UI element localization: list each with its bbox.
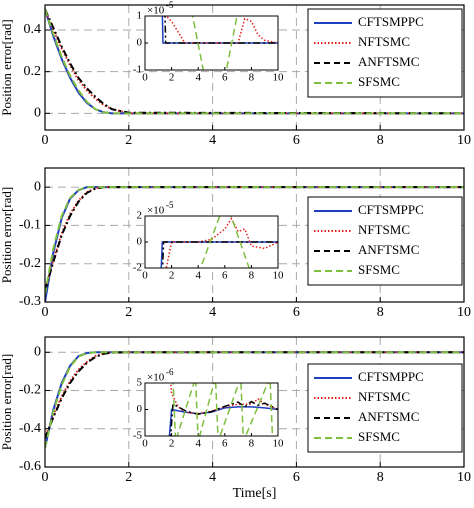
- inset-frame: [144, 15, 279, 71]
- x-tick-label: 8: [377, 133, 384, 148]
- y-tick-label: -0.1: [19, 218, 41, 233]
- legend-label: CFTSMPPC: [358, 14, 424, 29]
- inset-x-tick-label: 0: [142, 72, 148, 84]
- inset-x-tick-label: 0: [142, 270, 148, 282]
- y-tick-label: -0.3: [19, 294, 41, 309]
- inset-x-tick-label: 4: [195, 438, 201, 450]
- x-tick-label: 2: [125, 470, 132, 485]
- x-tick-label: 10: [457, 305, 471, 320]
- inset-x-tick-label: 2: [169, 270, 175, 282]
- legend-label: SFSMC: [358, 74, 400, 89]
- x-tick-label: 10: [457, 470, 471, 485]
- inset-y-tick-label: 0: [137, 236, 143, 248]
- x-tick-label: 4: [209, 133, 216, 148]
- inset-y-tick-label: 5: [137, 377, 143, 389]
- legend-label: ANFTSMC: [358, 54, 419, 69]
- y-tick-label: -0.2: [19, 383, 41, 398]
- inset-y-tick-label: 0: [137, 37, 143, 49]
- x-tick-label: 6: [293, 305, 300, 320]
- plot-frame: [44, 167, 465, 303]
- inset-x-tick-label: 10: [273, 270, 285, 282]
- inset-y-tick-label: 2: [137, 210, 143, 222]
- inset-x-tick-label: 2: [169, 438, 175, 450]
- x-tick-label: 10: [457, 133, 471, 148]
- series-line: [45, 8, 464, 115]
- x-tick-label: 0: [42, 305, 49, 320]
- x-axis-label: Time[s]: [233, 486, 277, 501]
- inset-line: [164, 16, 278, 44]
- x-tick-label: 6: [293, 133, 300, 148]
- legend-label: CFTSMPPC: [358, 369, 424, 384]
- inset-y-tick-label: 1: [137, 10, 143, 22]
- inset-multiplier: ×10: [147, 5, 165, 17]
- y-axis-label: Position error[rad]: [0, 187, 14, 283]
- inset-frame: [144, 382, 279, 437]
- plot-frame: [44, 4, 465, 131]
- y-axis-label: Position error[rad]: [0, 354, 14, 450]
- inset-multiplier: ×10: [147, 372, 165, 384]
- y-tick-label: 0: [34, 179, 41, 194]
- series-line: [45, 351, 464, 449]
- inset-x-tick-label: 0: [142, 438, 148, 450]
- inset-frame: [144, 215, 279, 269]
- inset-multiplier: ×10: [147, 205, 165, 217]
- inset-x-tick-label: 10: [273, 438, 285, 450]
- legend-label: ANFTSMC: [358, 409, 419, 424]
- inset-x-tick-label: 6: [222, 438, 228, 450]
- x-tick-label: 4: [209, 305, 216, 320]
- inset-multiplier-exponent: -5: [166, 0, 174, 10]
- x-tick-label: 0: [42, 470, 49, 485]
- inset-y-tick-label: -1: [133, 64, 142, 76]
- inset-multiplier-exponent: -6: [166, 367, 174, 377]
- x-tick-label: 2: [125, 133, 132, 148]
- plot-frame: [44, 336, 465, 468]
- inset-x-tick-label: 4: [195, 270, 201, 282]
- inset-line: [169, 400, 278, 436]
- inset-y-tick-label: -5: [133, 430, 143, 442]
- inset-x-tick-label: 6: [222, 270, 228, 282]
- inset-multiplier-exponent: -5: [166, 200, 174, 210]
- x-tick-label: 6: [293, 470, 300, 485]
- inset-x-tick-label: 8: [249, 270, 255, 282]
- y-tick-label: -0.6: [19, 459, 41, 474]
- inset-line: [199, 216, 250, 268]
- legend-label: NFTSMC: [358, 34, 410, 49]
- legend-label: SFSMC: [358, 262, 400, 277]
- series-line: [45, 8, 464, 115]
- inset-line: [165, 217, 278, 268]
- inset-y-tick-label: -2: [133, 262, 142, 274]
- y-tick-label: 0.2: [24, 64, 42, 79]
- y-tick-label: 0: [34, 345, 41, 360]
- legend-label: CFTSMPPC: [358, 202, 424, 217]
- legend-label: SFSMC: [358, 429, 400, 444]
- inset-x-tick-label: 8: [249, 438, 255, 450]
- legend-label: ANFTSMC: [358, 242, 419, 257]
- inset-y-tick-label: 0: [137, 403, 143, 415]
- x-tick-label: 2: [125, 305, 132, 320]
- series-line: [45, 186, 464, 291]
- x-tick-label: 4: [209, 470, 216, 485]
- y-tick-label: -0.2: [19, 256, 41, 271]
- y-axis-label: Position error[rad]: [0, 19, 14, 115]
- y-tick-label: 0.4: [24, 22, 42, 37]
- legend-box: [307, 8, 463, 98]
- inset-x-tick-label: 10: [273, 72, 285, 84]
- x-tick-label: 0: [42, 133, 49, 148]
- series-line: [45, 186, 464, 295]
- inset-x-tick-label: 6: [222, 72, 228, 84]
- inset-x-tick-label: 8: [249, 72, 255, 84]
- legend-label: NFTSMC: [358, 222, 410, 237]
- x-tick-label: 8: [377, 470, 384, 485]
- inset-x-tick-label: 4: [195, 72, 201, 84]
- series-line: [45, 351, 464, 439]
- y-tick-label: -0.4: [19, 421, 41, 436]
- inset-line: [168, 406, 278, 436]
- legend-label: NFTSMC: [358, 389, 410, 404]
- inset-line: [191, 16, 238, 70]
- y-tick-label: 0: [34, 106, 41, 121]
- x-tick-label: 8: [377, 305, 384, 320]
- inset-line: [172, 383, 274, 436]
- inset-x-tick-label: 2: [169, 72, 175, 84]
